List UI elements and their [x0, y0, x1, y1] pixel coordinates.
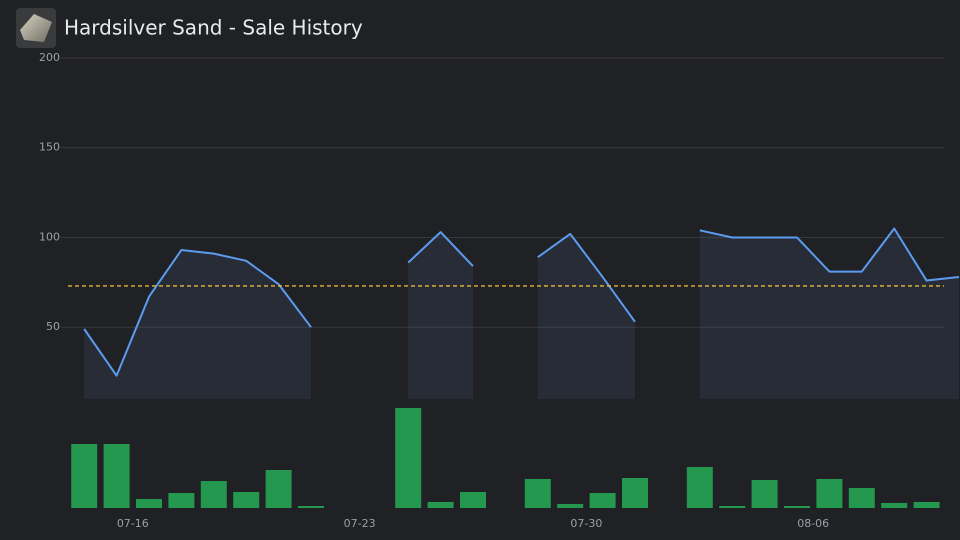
volume-bar	[71, 444, 98, 508]
volume-bar	[265, 470, 292, 508]
item-icon	[20, 14, 52, 42]
price-area	[84, 250, 311, 399]
x-tick-label: 08-06	[797, 517, 829, 530]
volume-bar	[719, 506, 746, 508]
volume-bar	[751, 480, 778, 508]
volume-bar	[233, 492, 260, 508]
volume-bar	[784, 506, 810, 508]
volume-bar	[136, 499, 162, 508]
y-tick-label: 200	[39, 51, 60, 64]
volume-bar	[168, 493, 195, 508]
price-area	[699, 228, 959, 399]
volume-bar	[816, 479, 843, 508]
volume-bar	[589, 493, 616, 508]
y-tick-label: 150	[39, 141, 60, 154]
price-line	[537, 232, 636, 323]
y-tick-label: 100	[39, 230, 60, 243]
chart-title: Hardsilver Sand - Sale History	[64, 16, 363, 40]
price-line	[407, 231, 474, 267]
volume-bar	[427, 502, 454, 508]
y-tick-label: 50	[46, 320, 60, 333]
price-area	[537, 233, 635, 399]
x-tick-label: 07-30	[570, 517, 602, 530]
volume-bar	[622, 478, 648, 508]
volume-bar	[686, 467, 713, 508]
volume-bar	[200, 481, 227, 508]
price-area	[408, 232, 473, 399]
volume-bar	[460, 492, 486, 508]
volume-bar	[524, 479, 551, 508]
price-line	[699, 227, 960, 282]
volume-bar	[298, 506, 324, 508]
volume-bar	[557, 504, 584, 508]
volume-bar	[848, 488, 875, 508]
volume-bar	[395, 408, 422, 508]
volume-bar	[103, 444, 130, 508]
x-tick-label: 07-23	[344, 517, 376, 530]
volume-bar	[881, 503, 908, 508]
volume-bar	[913, 502, 940, 508]
price-line	[83, 249, 312, 377]
x-tick-label: 07-16	[117, 517, 149, 530]
